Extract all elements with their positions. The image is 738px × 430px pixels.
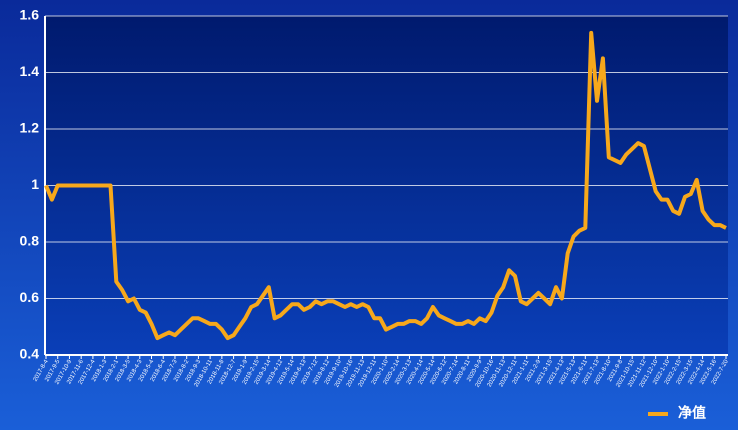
- y-tick-label: 1.6: [20, 7, 40, 23]
- y-tick-label: 0.4: [20, 346, 40, 362]
- y-tick-label: 0.8: [20, 233, 40, 249]
- y-tick-label: 1: [31, 176, 39, 192]
- y-tick-label: 1.4: [20, 63, 40, 79]
- y-tick-label: 1.2: [20, 120, 40, 136]
- line: [44, 30, 727, 341]
- y-tick-label: 0.6: [20, 289, 40, 305]
- legend-label: 净值: [678, 405, 706, 421]
